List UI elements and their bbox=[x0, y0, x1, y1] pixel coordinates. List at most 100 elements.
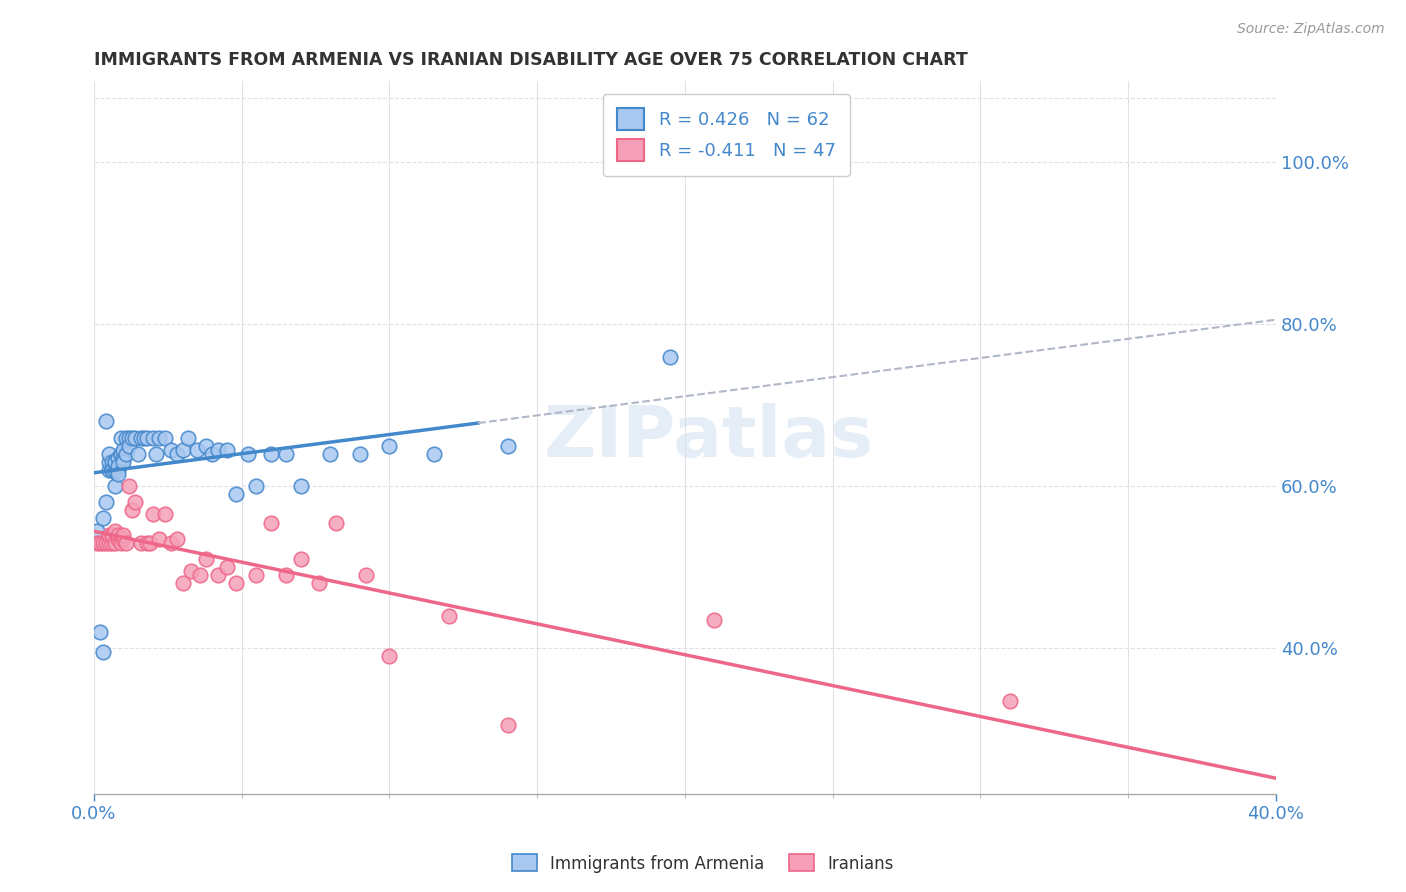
Point bbox=[110, 447, 132, 461]
Point bbox=[91, 645, 114, 659]
Point bbox=[378, 439, 401, 453]
Point bbox=[378, 648, 401, 663]
Point bbox=[97, 535, 120, 549]
Point bbox=[172, 576, 194, 591]
Point bbox=[112, 450, 135, 465]
Point bbox=[134, 430, 156, 444]
Text: IMMIGRANTS FROM ARMENIA VS IRANIAN DISABILITY AGE OVER 75 CORRELATION CHART: IMMIGRANTS FROM ARMENIA VS IRANIAN DISAB… bbox=[94, 51, 967, 69]
Point bbox=[115, 535, 138, 549]
Point bbox=[274, 447, 297, 461]
Point bbox=[998, 693, 1021, 707]
Point bbox=[97, 447, 120, 461]
Legend: Immigrants from Armenia, Iranians: Immigrants from Armenia, Iranians bbox=[505, 847, 901, 880]
Point bbox=[107, 450, 129, 465]
Point bbox=[142, 430, 165, 444]
Point bbox=[139, 535, 162, 549]
Point bbox=[496, 439, 519, 453]
Point bbox=[159, 535, 181, 549]
Point bbox=[94, 535, 117, 549]
Point bbox=[112, 532, 135, 546]
Point bbox=[215, 442, 238, 457]
Point bbox=[201, 447, 224, 461]
Point bbox=[110, 532, 132, 546]
Point bbox=[166, 532, 188, 546]
Point bbox=[236, 447, 259, 461]
Point bbox=[107, 532, 129, 546]
Point bbox=[260, 447, 283, 461]
Point bbox=[195, 439, 218, 453]
Point bbox=[104, 479, 127, 493]
Point bbox=[86, 535, 108, 549]
Point bbox=[110, 447, 132, 461]
Point bbox=[112, 455, 135, 469]
Point bbox=[437, 608, 460, 623]
Point bbox=[225, 487, 247, 501]
Point bbox=[91, 535, 114, 549]
Point bbox=[107, 463, 129, 477]
Point bbox=[100, 463, 122, 477]
Point bbox=[496, 718, 519, 732]
Point bbox=[100, 455, 122, 469]
Legend: R = 0.426   N = 62, R = -0.411   N = 47: R = 0.426 N = 62, R = -0.411 N = 47 bbox=[603, 94, 851, 176]
Point bbox=[172, 442, 194, 457]
Point bbox=[112, 527, 135, 541]
Point bbox=[112, 442, 135, 457]
Point bbox=[136, 430, 159, 444]
Point bbox=[290, 479, 312, 493]
Point bbox=[245, 568, 267, 582]
Point bbox=[354, 568, 377, 582]
Point bbox=[124, 430, 146, 444]
Point bbox=[94, 495, 117, 509]
Point bbox=[188, 568, 211, 582]
Point bbox=[91, 511, 114, 525]
Point bbox=[107, 458, 129, 473]
Point bbox=[136, 535, 159, 549]
Point bbox=[86, 524, 108, 538]
Point bbox=[349, 447, 371, 461]
Point bbox=[127, 447, 149, 461]
Point bbox=[166, 447, 188, 461]
Point bbox=[89, 624, 111, 639]
Point bbox=[110, 430, 132, 444]
Point bbox=[107, 467, 129, 481]
Point bbox=[142, 508, 165, 522]
Point bbox=[104, 455, 127, 469]
Point bbox=[97, 463, 120, 477]
Point bbox=[129, 535, 152, 549]
Point bbox=[100, 535, 122, 549]
Point bbox=[225, 576, 247, 591]
Point bbox=[118, 439, 141, 453]
Point bbox=[100, 527, 122, 541]
Point bbox=[245, 479, 267, 493]
Point bbox=[97, 527, 120, 541]
Point bbox=[177, 430, 200, 444]
Text: Source: ZipAtlas.com: Source: ZipAtlas.com bbox=[1237, 22, 1385, 37]
Point bbox=[260, 516, 283, 530]
Point bbox=[110, 535, 132, 549]
Point bbox=[319, 447, 342, 461]
Point bbox=[121, 503, 143, 517]
Point bbox=[107, 527, 129, 541]
Point bbox=[100, 463, 122, 477]
Point bbox=[145, 447, 167, 461]
Point bbox=[159, 442, 181, 457]
Point bbox=[215, 560, 238, 574]
Point bbox=[207, 568, 229, 582]
Point bbox=[89, 535, 111, 549]
Point bbox=[153, 430, 176, 444]
Point bbox=[148, 532, 170, 546]
Point bbox=[97, 455, 120, 469]
Point bbox=[659, 350, 682, 364]
Point bbox=[104, 463, 127, 477]
Point bbox=[423, 447, 446, 461]
Point bbox=[186, 442, 208, 457]
Point bbox=[195, 552, 218, 566]
Point bbox=[180, 564, 202, 578]
Point bbox=[129, 430, 152, 444]
Point bbox=[94, 414, 117, 428]
Point bbox=[703, 613, 725, 627]
Point bbox=[118, 430, 141, 444]
Point bbox=[325, 516, 347, 530]
Point bbox=[104, 455, 127, 469]
Point bbox=[115, 447, 138, 461]
